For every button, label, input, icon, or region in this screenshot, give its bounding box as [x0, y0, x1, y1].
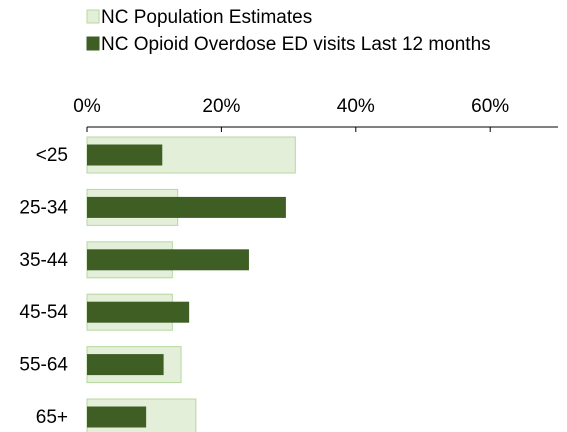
legend-label-1: NC Opioid Overdose ED visits Last 12 mon… — [101, 34, 491, 55]
bar-ed-visits-3 — [87, 301, 190, 323]
category-label-4: 55-64 — [19, 355, 68, 376]
x-tick-label-0: 0% — [73, 96, 101, 117]
category-label-1: 25-34 — [19, 197, 68, 218]
legend-swatch-0 — [86, 9, 100, 24]
bars — [86, 136, 296, 432]
bar-ed-visits-2 — [87, 249, 249, 271]
bar-ed-visits-5 — [87, 406, 147, 428]
bar-ed-visits-0 — [87, 144, 163, 166]
category-labels: <25 25-34 35-44 45-54 55-64 65+ — [19, 145, 68, 428]
x-tick-label-2: 40% — [337, 96, 375, 117]
legend: NC Population Estimates NC Opioid Overdos… — [86, 7, 491, 55]
x-axis: 0% 20% 40% 60% — [73, 96, 558, 132]
x-tick-label-3: 60% — [471, 96, 509, 117]
category-label-2: 35-44 — [19, 250, 68, 271]
legend-swatch-1 — [86, 36, 100, 51]
bar-ed-visits-1 — [87, 196, 286, 218]
category-label-0: <25 — [36, 145, 68, 166]
x-tick-label-1: 20% — [202, 96, 240, 117]
category-label-3: 45-54 — [19, 302, 68, 323]
category-label-5: 65+ — [36, 407, 68, 428]
legend-label-0: NC Population Estimates — [101, 7, 312, 28]
bar-ed-visits-4 — [87, 354, 164, 376]
